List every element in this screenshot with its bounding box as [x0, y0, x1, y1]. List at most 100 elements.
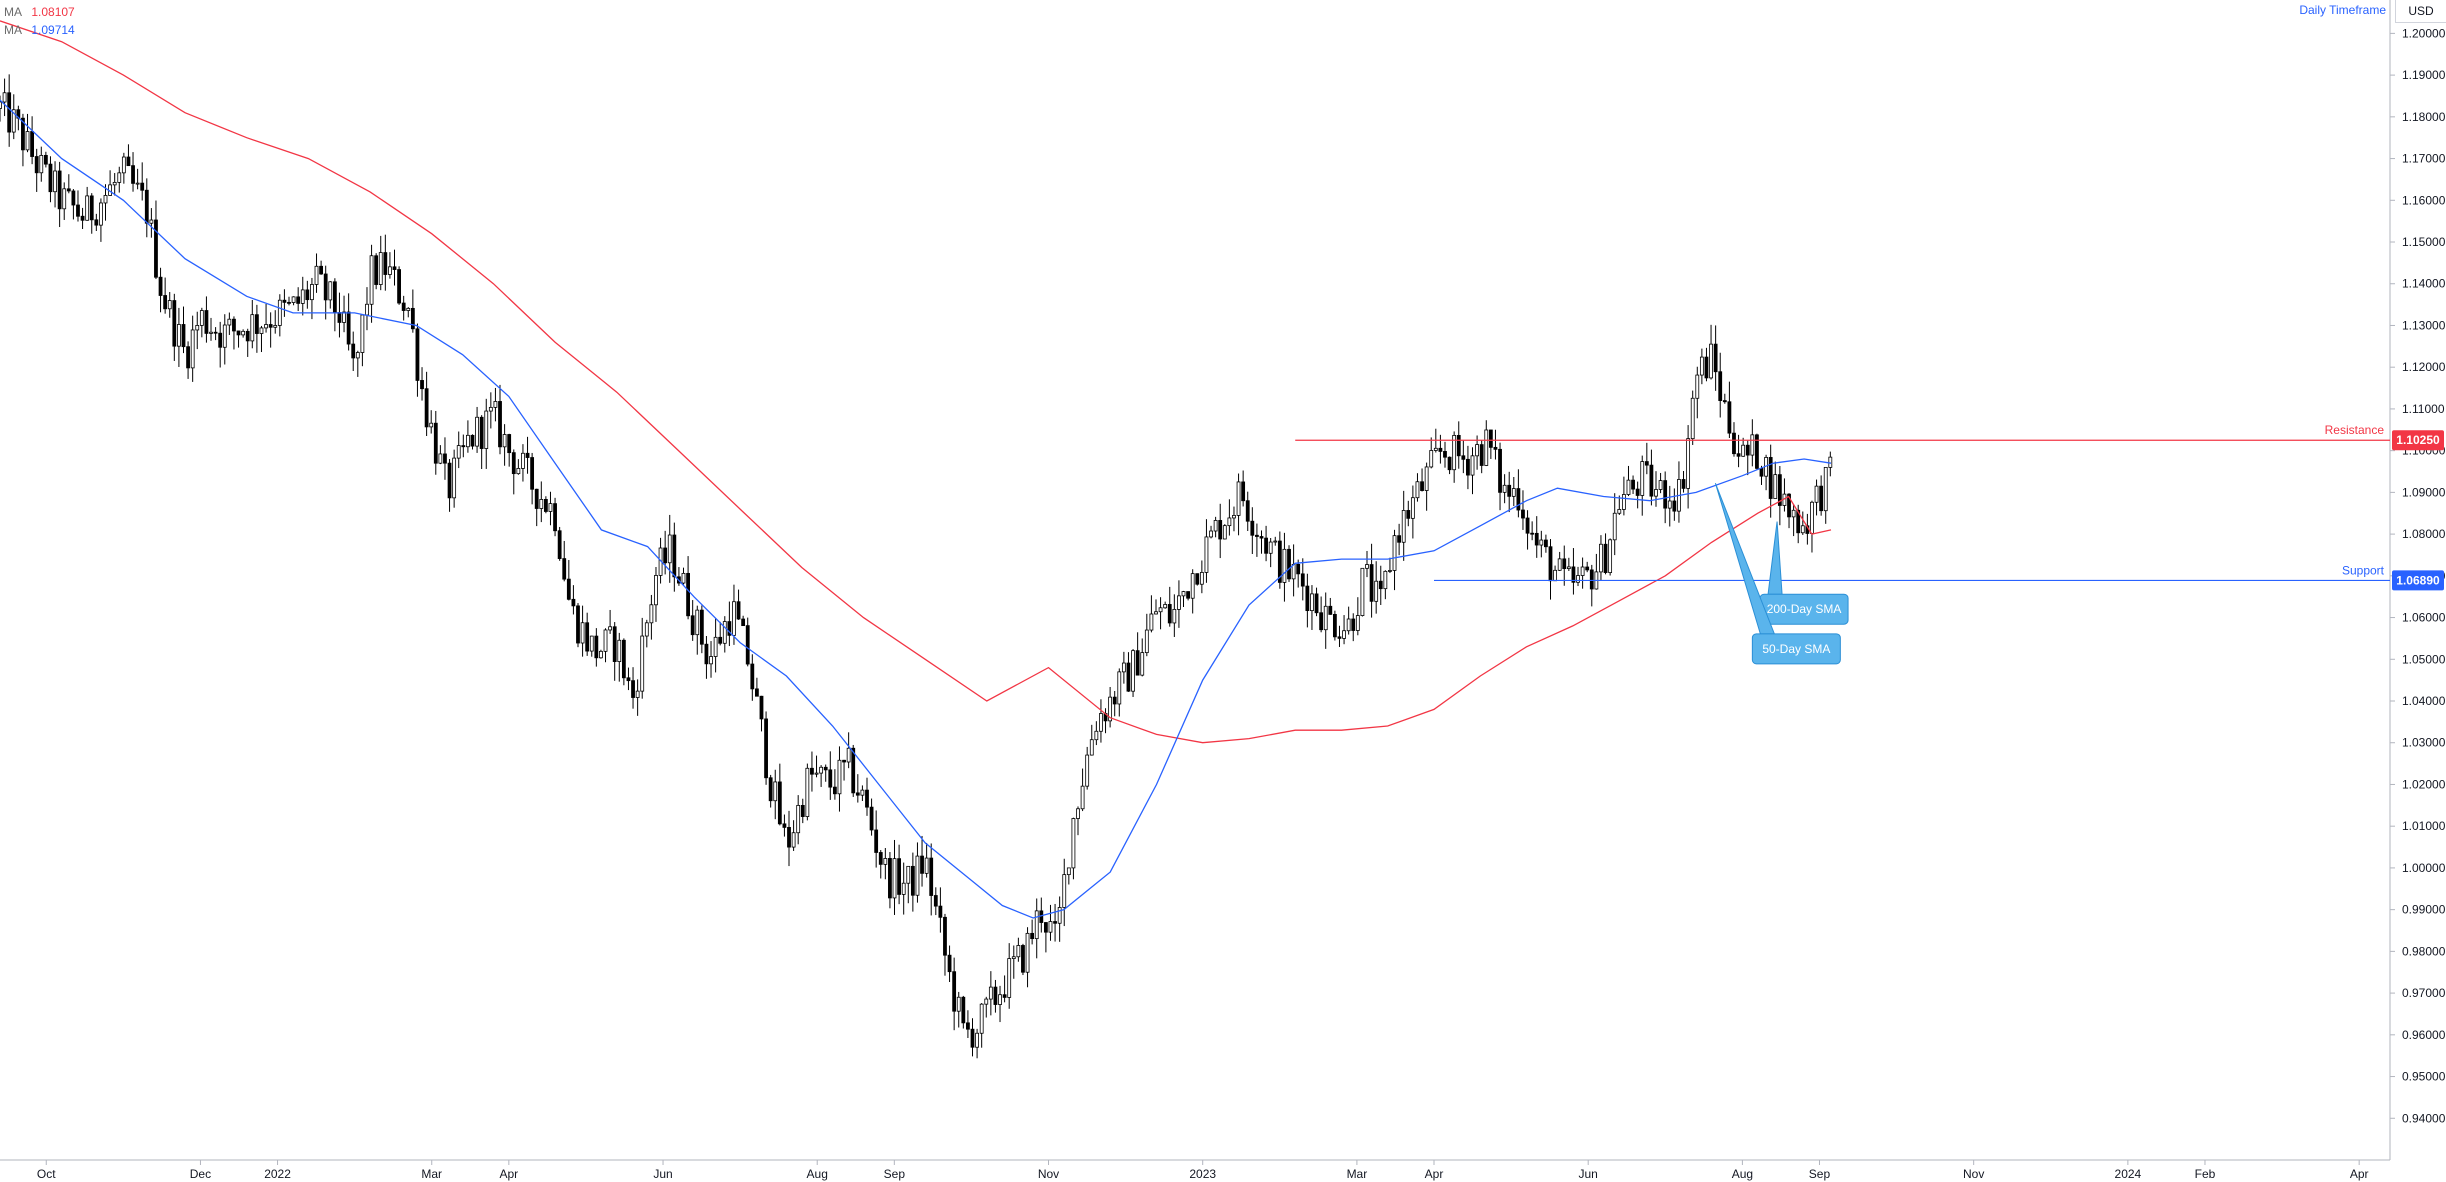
- candle-body: [1759, 467, 1764, 477]
- candle-body: [791, 832, 796, 848]
- candle-body: [631, 680, 635, 698]
- candle-body: [1410, 497, 1415, 519]
- candle-body: [649, 604, 654, 624]
- candle-body: [819, 766, 824, 774]
- candle-body: [195, 325, 200, 331]
- y-tick-label: 1.16000: [2402, 193, 2446, 207]
- candle-body: [855, 792, 860, 796]
- candle-body: [1218, 520, 1223, 540]
- candle-body: [1539, 539, 1544, 546]
- candle-body: [80, 215, 85, 221]
- candle-body: [1121, 662, 1126, 673]
- candle-body: [140, 182, 145, 191]
- x-tick-label: Aug: [807, 1167, 828, 1181]
- candle-body: [429, 422, 434, 428]
- candle-body: [1144, 629, 1149, 654]
- candle-body: [222, 324, 227, 348]
- candle-body: [112, 181, 117, 186]
- candle-body: [351, 343, 356, 359]
- candle-body: [410, 307, 415, 330]
- candle-body: [1429, 450, 1434, 468]
- candle-body: [562, 558, 567, 580]
- candle-body: [76, 204, 80, 217]
- candle-body: [1076, 808, 1080, 819]
- candle-body: [1810, 501, 1814, 534]
- candle-body: [433, 422, 438, 464]
- candle-body: [1626, 479, 1631, 495]
- candle-body: [25, 131, 30, 151]
- candle-body: [543, 499, 548, 512]
- candle-body: [1732, 432, 1736, 455]
- candle-body: [1066, 867, 1071, 876]
- callout-pointer: [1714, 483, 1776, 635]
- candle-body: [750, 663, 755, 690]
- candle-body: [1475, 444, 1479, 457]
- y-tick-label: 1.00000: [2402, 861, 2446, 875]
- candle-body: [337, 312, 342, 323]
- candle-body: [768, 777, 773, 802]
- candle-body: [1484, 429, 1489, 466]
- candle-body: [53, 170, 57, 193]
- candle-body: [589, 635, 594, 652]
- candle-body: [1140, 652, 1145, 676]
- candle-body: [1388, 570, 1392, 572]
- candle-body: [1791, 509, 1796, 518]
- candle-body: [144, 189, 149, 224]
- candle-body: [1658, 480, 1663, 490]
- candle-body: [814, 772, 819, 775]
- candle-body: [1080, 785, 1085, 810]
- candle-body: [672, 534, 677, 578]
- candle-body: [1232, 515, 1236, 519]
- candle-body: [479, 416, 484, 449]
- candle-body: [1686, 438, 1691, 489]
- candle-body: [1819, 485, 1824, 512]
- candle-body: [1814, 485, 1819, 503]
- candle-body: [901, 882, 906, 895]
- x-tick-label: Mar: [421, 1167, 442, 1181]
- candle-body: [1342, 630, 1346, 639]
- candle-body: [640, 635, 645, 692]
- x-tick-label: Nov: [1038, 1167, 1059, 1181]
- candle-body: [1617, 509, 1622, 514]
- candle-body: [85, 195, 90, 221]
- candle-body: [355, 352, 360, 359]
- candle-body: [1525, 517, 1530, 534]
- candle-body: [470, 434, 475, 447]
- candle-body: [121, 156, 126, 174]
- y-tick-label: 1.18000: [2402, 110, 2446, 124]
- candle-body: [773, 781, 778, 802]
- candle-body: [392, 266, 397, 270]
- legend-row-ma-blue[interactable]: MA 1.09714: [4, 21, 75, 39]
- candle-body: [332, 281, 337, 313]
- candles-group: [0, 74, 1833, 1059]
- candle-body: [1172, 609, 1177, 624]
- legend-row-ma-red[interactable]: MA 1.08107: [4, 3, 75, 21]
- candle-body: [993, 986, 998, 1005]
- candle-body: [1378, 580, 1383, 590]
- candle-body: [264, 324, 268, 329]
- candle-body: [259, 327, 264, 334]
- currency-button[interactable]: USD: [2395, 0, 2446, 23]
- candle-body: [43, 154, 48, 165]
- candle-body: [663, 547, 668, 564]
- candle-body: [1699, 356, 1704, 376]
- candle-body: [365, 303, 369, 316]
- candle-body: [1222, 525, 1227, 540]
- candle-body: [1534, 532, 1539, 546]
- candle-body: [966, 1022, 970, 1030]
- candle-body: [1021, 945, 1025, 973]
- y-tick-label: 0.99000: [2402, 903, 2446, 917]
- candle-body: [1741, 444, 1746, 457]
- y-tick-label: 1.20000: [2402, 26, 2446, 40]
- candle-body: [571, 598, 576, 607]
- candle-body: [1305, 585, 1310, 612]
- candle-body: [1135, 650, 1140, 676]
- candle-body: [199, 310, 204, 326]
- candle-body: [832, 786, 837, 795]
- candle-body: [1424, 466, 1429, 491]
- candle-body: [268, 324, 273, 328]
- candle-body: [1250, 520, 1255, 536]
- candle-body: [736, 601, 741, 620]
